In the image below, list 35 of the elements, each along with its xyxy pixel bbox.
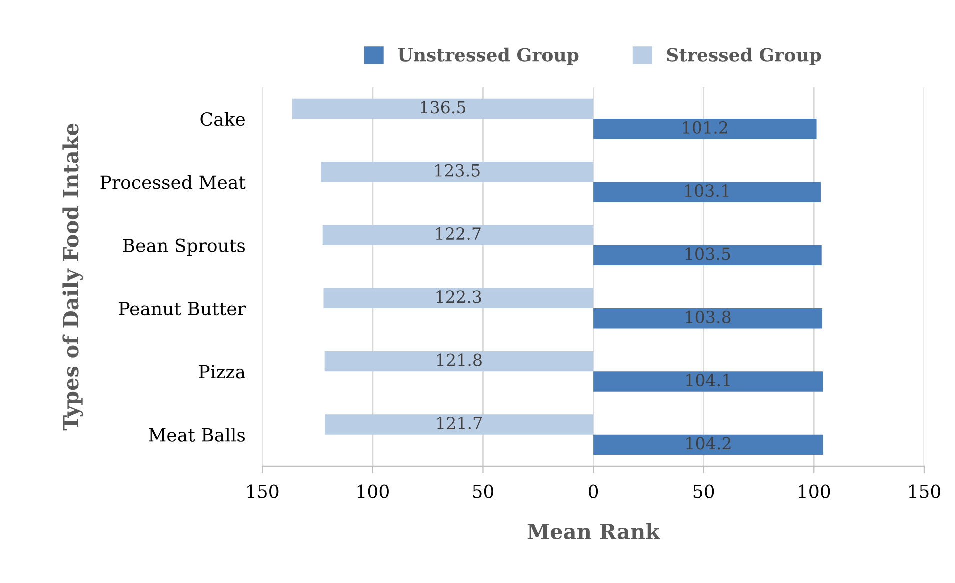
x-tick-label: 150: [909, 484, 940, 498]
x-tick-label: 100: [358, 484, 389, 498]
x-axis-title: Mean Rank: [528, 523, 660, 540]
bar: [292, 98, 594, 120]
y-tick-label: Cake: [200, 112, 246, 126]
data-label: 101.2: [683, 121, 728, 134]
bar: [324, 351, 594, 372]
y-tick-label: Processed Meat: [100, 175, 246, 190]
data-label: 122.3: [436, 290, 482, 304]
bar: [325, 414, 594, 435]
x-tick-label: 0: [588, 484, 598, 498]
data-label: 104.1: [686, 374, 730, 387]
data-label: 136.5: [421, 101, 466, 114]
bar: [322, 225, 594, 246]
y-tick-label: Meat Balls: [149, 428, 246, 442]
y-tick-label: Pizza: [199, 365, 246, 379]
data-label: 103.5: [686, 248, 730, 260]
x-tick-label: 50: [694, 484, 714, 498]
data-label: 103.1: [685, 184, 729, 198]
data-label: 121.7: [437, 416, 482, 430]
x-tick-label: 50: [473, 484, 494, 498]
y-tick-label: Peanut Butter: [119, 302, 246, 316]
y-axis-title: Types of Daily Food Intake: [62, 124, 84, 431]
y-tick-label: Bean Sprouts: [123, 238, 246, 256]
bar: [324, 288, 594, 309]
data-label: 122.7: [436, 227, 481, 240]
x-tick-label: 100: [799, 484, 830, 498]
data-label: 121.8: [437, 354, 482, 366]
bar: [321, 162, 594, 182]
legend-label: Unstressed Group: [398, 48, 579, 66]
data-label: 123.5: [435, 164, 480, 177]
legend-label: Stressed Group: [667, 48, 822, 66]
data-label: 103.8: [686, 310, 731, 324]
data-label: 104.2: [686, 437, 731, 450]
x-tick-label: 150: [248, 484, 279, 498]
